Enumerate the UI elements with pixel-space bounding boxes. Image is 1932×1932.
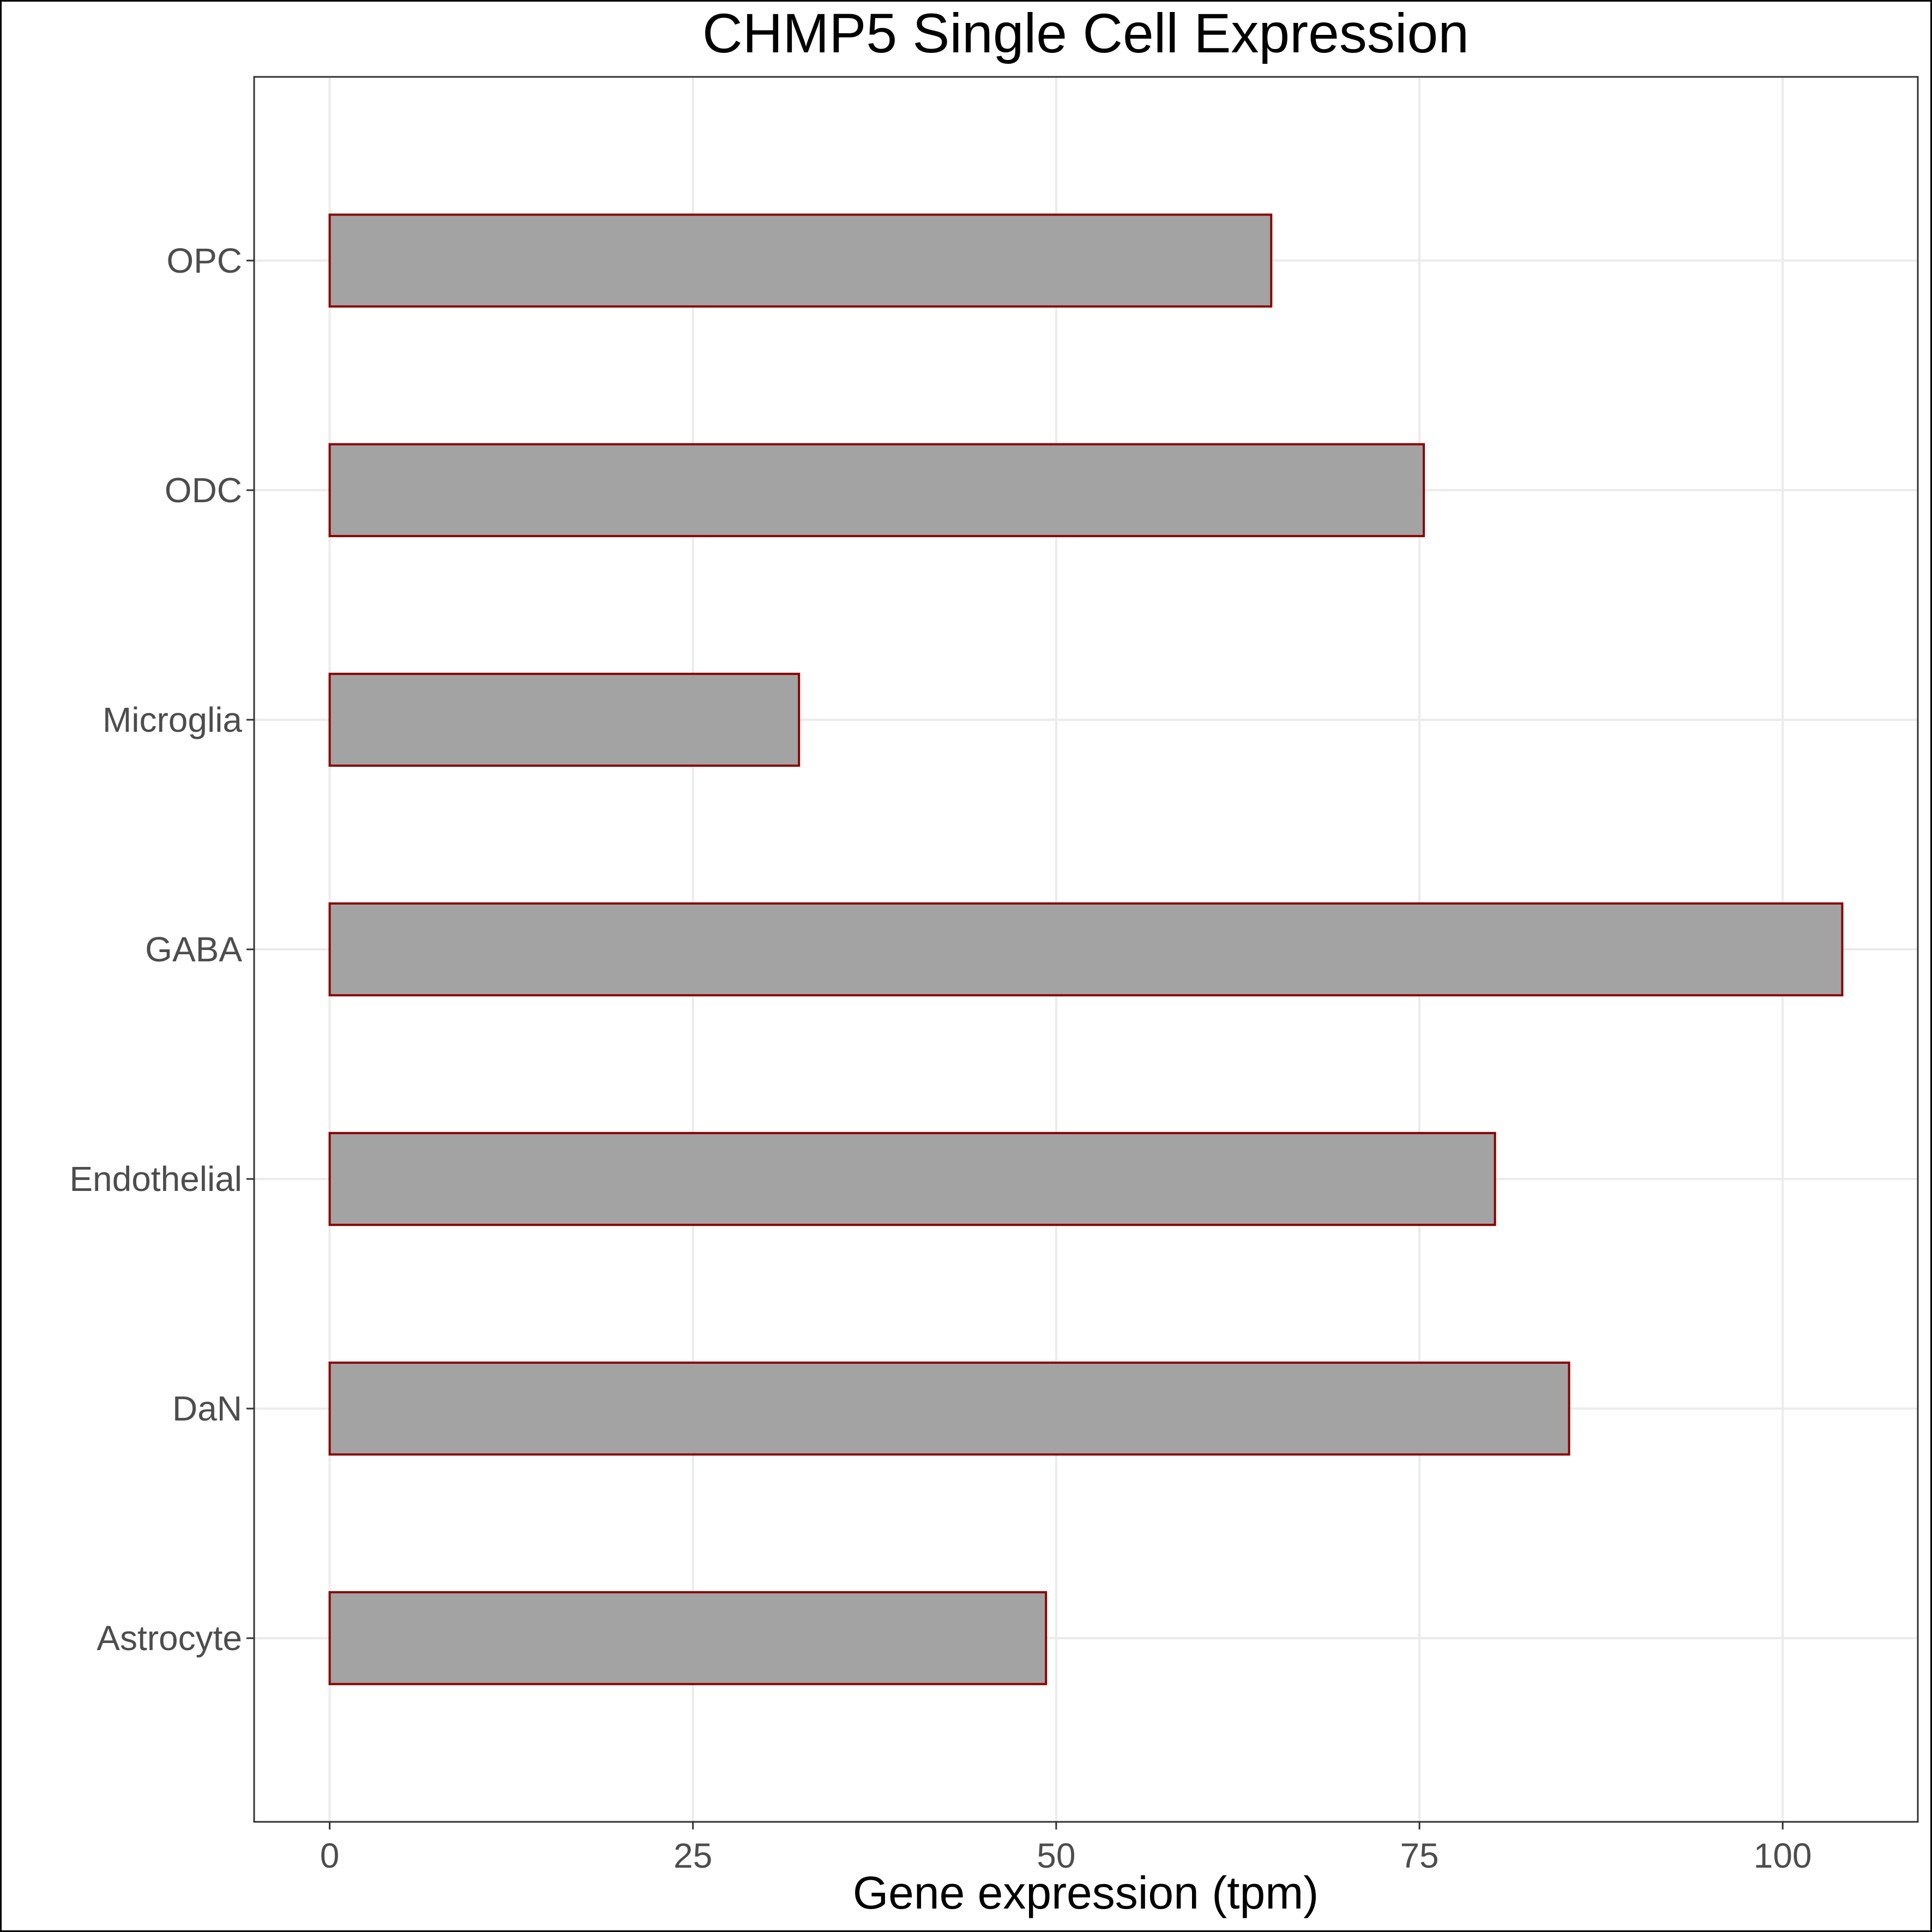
y-tick-label-microglia: Microglia bbox=[103, 700, 242, 739]
x-tick-label-0: 0 bbox=[320, 1836, 340, 1875]
bars bbox=[328, 213, 1844, 1686]
bar-odc bbox=[328, 443, 1425, 538]
y-tick-label-dan: DaN bbox=[172, 1389, 242, 1428]
bar-opc bbox=[328, 213, 1273, 308]
y-axis: Astrocyte DaN Endothelial GABA Microglia ODC O… bbox=[69, 241, 254, 1658]
y-tick-label-odc: ODC bbox=[165, 471, 242, 510]
chart-title: CHMP5 Single Cell Expression bbox=[702, 2, 1469, 64]
bar-dan bbox=[328, 1361, 1570, 1456]
y-tick-label-gaba: GABA bbox=[145, 930, 242, 969]
bar-endothelial bbox=[328, 1131, 1496, 1226]
x-axis: 0 25 50 75 100 bbox=[320, 1822, 1812, 1875]
y-tick-label-opc: OPC bbox=[166, 241, 242, 280]
x-tick-label-25: 25 bbox=[673, 1836, 712, 1875]
bar-microglia bbox=[328, 672, 801, 767]
bar-gaba bbox=[328, 902, 1844, 997]
x-tick-label-100: 100 bbox=[1754, 1836, 1812, 1875]
x-tick-label-50: 50 bbox=[1037, 1836, 1075, 1875]
x-axis-label: Gene expression (tpm) bbox=[853, 1867, 1319, 1918]
x-tick-label-75: 75 bbox=[1400, 1836, 1439, 1875]
bar-astrocyte bbox=[328, 1591, 1048, 1686]
y-tick-label-astrocyte: Astrocyte bbox=[97, 1618, 242, 1658]
y-tick-label-endothelial: Endothelial bbox=[69, 1159, 242, 1199]
